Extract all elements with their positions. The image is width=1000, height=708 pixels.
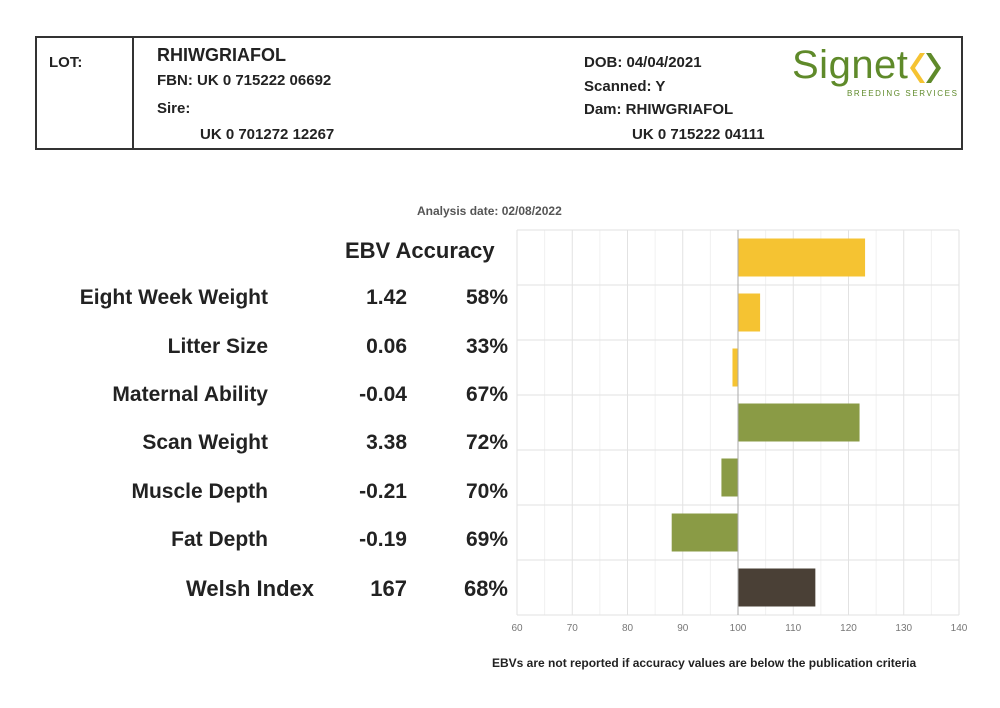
- signet-chevrons-icon: [910, 53, 941, 83]
- ebv-bar: [738, 568, 816, 607]
- signet-logo-subtitle: BREEDING SERVICES: [847, 89, 959, 98]
- trait-ebv: -0.21: [359, 480, 407, 503]
- ebv-bar: [738, 238, 866, 277]
- trait-name: Eight Week Weight: [79, 286, 268, 309]
- fbn-number: FBN: UK 0 715222 06692: [157, 72, 332, 89]
- trait-ebv: -0.04: [359, 383, 407, 406]
- scanned-status: Scanned: Y: [584, 78, 666, 95]
- x-tick-label: 100: [730, 623, 747, 634]
- footnote: EBVs are not reported if accuracy values…: [492, 656, 917, 670]
- ebv-bar: [738, 403, 860, 442]
- trait-accuracy: 69%: [465, 528, 508, 551]
- x-tick-label: 130: [895, 623, 912, 634]
- ebv-bar: [671, 513, 738, 552]
- trait-accuracy: 70%: [465, 480, 508, 503]
- column-headers: EBV Accuracy: [345, 238, 495, 264]
- ebv-bar: [721, 458, 738, 497]
- trait-accuracy: 67%: [465, 383, 508, 406]
- x-tick-label: 90: [677, 623, 689, 634]
- trait-ebv: -0.19: [359, 528, 407, 551]
- x-tick-label: 70: [567, 623, 579, 634]
- dob: DOB: 04/04/2021: [584, 54, 702, 71]
- dam-id: UK 0 715222 04111: [632, 126, 765, 143]
- trait-name: Welsh Index: [186, 576, 314, 601]
- trait-ebv: 0.06: [366, 335, 407, 358]
- trait-name: Scan Weight: [142, 431, 268, 454]
- dam-label: Dam: RHIWGRIAFOL: [584, 101, 734, 118]
- trait-ebv: 3.38: [366, 431, 407, 454]
- x-tick-label: 140: [951, 623, 968, 634]
- animal-name: RHIWGRIAFOL: [157, 45, 286, 65]
- analysis-date: Analysis date: 02/08/2022: [417, 204, 562, 218]
- x-tick-label: 120: [840, 623, 857, 634]
- lot-label: LOT:: [49, 54, 83, 71]
- trait-accuracy: 68%: [463, 576, 508, 601]
- signet-logo-text: Signet: [792, 43, 909, 87]
- x-tick-label: 60: [511, 623, 523, 634]
- trait-ebv: 167: [370, 576, 407, 601]
- sire-id: UK 0 701272 12267: [200, 126, 335, 143]
- x-tick-label: 80: [622, 623, 634, 634]
- ebv-bar: [738, 293, 761, 332]
- ebv-column-header: EBV: [345, 238, 391, 263]
- animal-header: LOT: RHIWGRIAFOL FBN: UK 0 715222 06692 …: [35, 36, 963, 150]
- lot-divider: [132, 38, 134, 148]
- trait-accuracy: 33%: [465, 335, 508, 358]
- trait-name: Litter Size: [167, 335, 268, 358]
- trait-name: Fat Depth: [171, 528, 268, 551]
- accuracy-column-header: Accuracy: [395, 238, 495, 263]
- trait-ebv: 1.42: [366, 286, 407, 309]
- trait-accuracy: 58%: [465, 286, 508, 309]
- ebv-bar: [732, 348, 738, 387]
- trait-accuracy: 72%: [465, 431, 508, 454]
- sire-label: Sire:: [157, 100, 191, 117]
- trait-name: Maternal Ability: [112, 383, 268, 406]
- trait-name: Muscle Depth: [131, 480, 268, 503]
- x-tick-label: 110: [785, 623, 801, 634]
